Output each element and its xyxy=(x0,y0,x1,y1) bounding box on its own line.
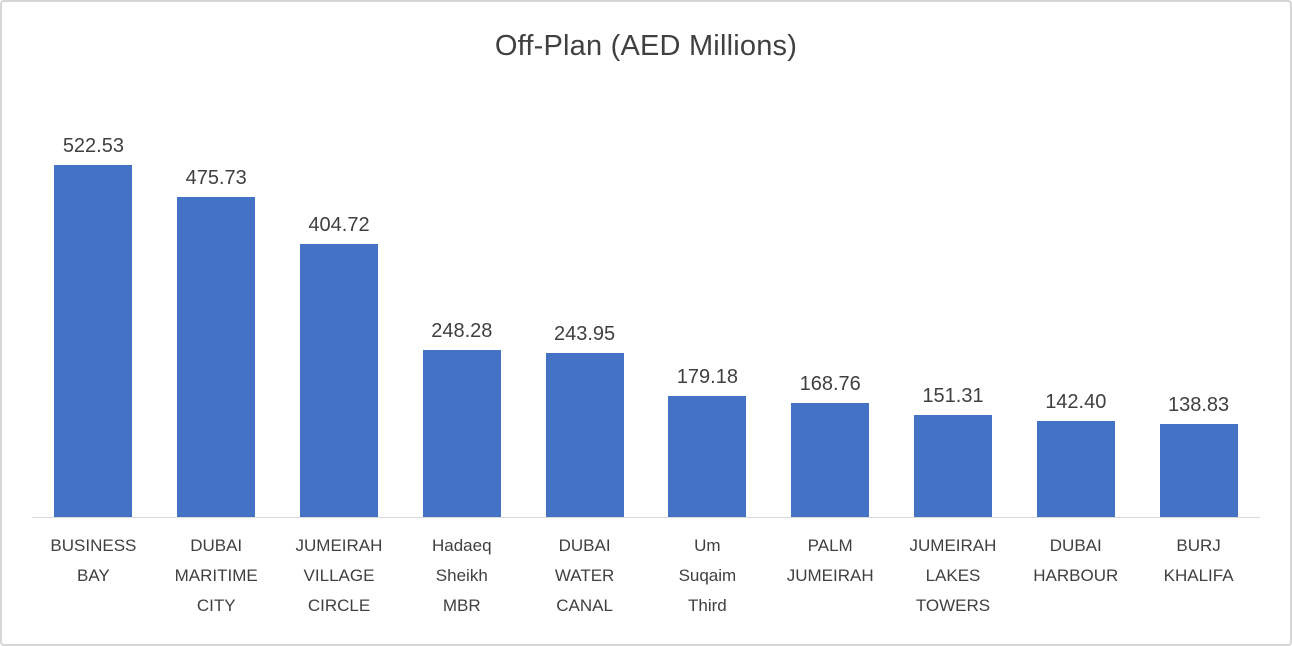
category-label: PALM JUMEIRAH xyxy=(769,531,892,621)
category-label-line: DUBAI xyxy=(190,536,243,555)
category-label-line: CITY xyxy=(196,596,236,615)
bar xyxy=(54,165,133,517)
category-label-line: JUMEIRAH xyxy=(295,536,383,555)
category-label-line: Third xyxy=(688,596,727,615)
value-label: 138.83 xyxy=(1167,393,1230,416)
category-label: DUBAI MARITIME CITY xyxy=(155,531,278,621)
value-label: 475.73 xyxy=(185,166,247,189)
bar-column: 151.31 xyxy=(892,385,1015,517)
bar xyxy=(791,403,870,517)
category-label-line: Um xyxy=(694,536,721,555)
category-label: Hadaeq Sheikh MBR xyxy=(400,531,523,621)
bar xyxy=(545,352,624,517)
category-label: BURJ KHALIFA xyxy=(1137,531,1260,621)
bar xyxy=(299,244,378,517)
value-label: 248.28 xyxy=(431,319,493,342)
x-axis-category-labels: BUSINESS BAY DUBAI MARITIME CITY JUMEIRAH VILL… xyxy=(32,517,1260,621)
category-label-line: DUBAI xyxy=(558,536,611,555)
chart-title: Off-Plan (AED Millions) xyxy=(494,30,798,62)
value-label: 179.18 xyxy=(676,366,738,389)
category-label-line: HARBOUR xyxy=(1033,566,1119,585)
category-label-line: Suqaim xyxy=(678,566,737,585)
category-label-line: Hadaeq xyxy=(432,536,492,555)
bar-column: 522.53 xyxy=(32,135,155,517)
category-label-line: LAKES xyxy=(925,566,981,585)
category-label-line: BUSINESS xyxy=(50,536,137,555)
category-label-line: WATER xyxy=(554,566,615,585)
bar-column: 168.76 xyxy=(769,373,892,517)
value-label: 151.31 xyxy=(922,385,984,408)
value-label: 142.40 xyxy=(1045,391,1107,414)
bar-column: 142.40 xyxy=(1014,391,1137,517)
category-label-line: CIRCLE xyxy=(307,596,371,615)
category-label: DUBAI HARBOUR xyxy=(1014,531,1137,621)
category-label-line: VILLAGE xyxy=(303,566,375,585)
bar-column: 243.95 xyxy=(523,323,646,517)
category-label: DUBAI WATER CANAL xyxy=(523,531,646,621)
category-label-line: JUMEIRAH xyxy=(909,536,997,555)
category-label-line: KHALIFA xyxy=(1163,566,1234,585)
bar xyxy=(1036,421,1115,517)
category-label-line: MARITIME xyxy=(174,566,258,585)
bar-column: 138.83 xyxy=(1137,393,1260,517)
category-label: JUMEIRAH LAKES TOWERS xyxy=(892,531,1015,621)
bar xyxy=(1159,423,1238,517)
value-label: 522.53 xyxy=(62,135,124,157)
bar-column: 179.18 xyxy=(646,366,769,517)
category-label-line: BAY xyxy=(77,566,110,585)
category-label-line: JUMEIRAH xyxy=(786,566,874,585)
bar-column: 404.72 xyxy=(278,214,401,517)
category-label-line: BURJ xyxy=(1176,536,1221,555)
bar-column: 248.28 xyxy=(400,320,523,517)
category-label-line: PALM xyxy=(807,536,853,555)
bar xyxy=(913,415,992,517)
category-label-line: MBR xyxy=(442,596,481,615)
bar xyxy=(668,396,747,517)
category-label-line: CANAL xyxy=(556,596,613,615)
category-label: JUMEIRAH VILLAGE CIRCLE xyxy=(278,531,401,621)
value-label: 168.76 xyxy=(799,373,861,396)
category-label-line: DUBAI xyxy=(1049,536,1102,555)
value-label: 243.95 xyxy=(554,322,616,345)
bar xyxy=(177,196,256,517)
category-label-line: Sheikh xyxy=(435,566,488,585)
bar xyxy=(422,349,501,517)
value-label: 404.72 xyxy=(308,214,370,237)
category-label: BUSINESS BAY xyxy=(32,531,155,621)
plot-area: 522.53 475.73 404.72 248.28 243.95 179.18 168.… xyxy=(32,66,1260,517)
category-label: Um Suqaim Third xyxy=(646,531,769,621)
bar-column: 475.73 xyxy=(155,166,278,517)
category-label-line: TOWERS xyxy=(915,596,991,615)
